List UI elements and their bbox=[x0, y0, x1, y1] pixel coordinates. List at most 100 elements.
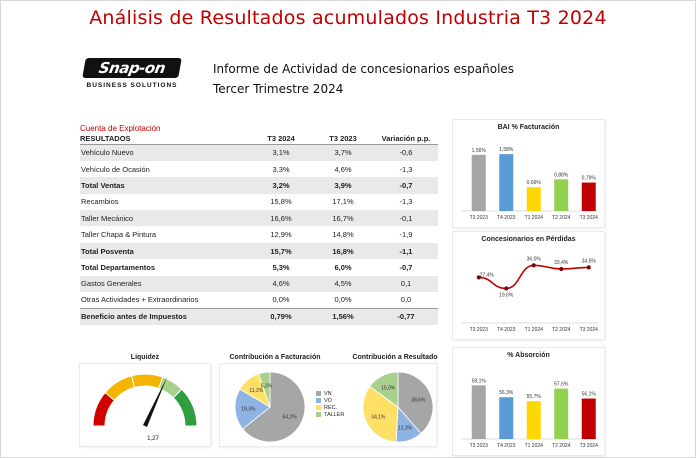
data-label: 58,1% bbox=[472, 378, 487, 384]
tick-label: T4 2023 bbox=[497, 215, 516, 221]
legend-item: TALLER bbox=[316, 411, 344, 418]
cell: 3,1% bbox=[250, 144, 312, 161]
pie-title-result: Contribución a Resultado bbox=[352, 354, 438, 361]
results-table-block: Cuenta de Explotación RESULTADOS T3 2024… bbox=[80, 124, 438, 325]
cell: 14,8% bbox=[332, 230, 354, 240]
losses-chart: 27,4% T3 2023 19,6% T4 2023 36,0% T1 2024 33,4… bbox=[461, 256, 599, 333]
cell: 3,9% bbox=[312, 177, 374, 194]
row-label: Taller Mecánico bbox=[80, 210, 250, 227]
cell: 3,3% bbox=[272, 164, 290, 174]
bar bbox=[554, 388, 569, 439]
chart-title: % Absorción bbox=[507, 352, 550, 359]
data-label: 36,0% bbox=[527, 256, 542, 262]
legend-item: REC. bbox=[316, 404, 344, 411]
tick-label: T3 2023 bbox=[470, 443, 489, 449]
column-header: Variación p.p. bbox=[374, 134, 438, 145]
bar bbox=[526, 401, 541, 439]
gauge-segment bbox=[130, 373, 164, 390]
column-header: RESULTADOS bbox=[80, 134, 250, 145]
row-label: Vehículo Nuevo bbox=[80, 144, 250, 161]
bar bbox=[554, 179, 569, 211]
cell: 0,0% bbox=[272, 295, 290, 305]
cell: 0,0 bbox=[400, 295, 412, 305]
row-label: Total Departamentos bbox=[81, 262, 156, 272]
cell: -0,6 bbox=[374, 144, 438, 161]
pie-slice bbox=[397, 371, 434, 434]
legend-label: TALLER bbox=[324, 411, 345, 418]
cell: 6,0% bbox=[334, 262, 352, 272]
tick-label: T2 2024 bbox=[552, 327, 571, 333]
bar bbox=[581, 398, 596, 439]
slice-label: 38,6% bbox=[411, 397, 426, 403]
bar bbox=[471, 385, 486, 439]
data-label: 0,88% bbox=[554, 172, 569, 178]
cell: 5,3% bbox=[272, 262, 290, 272]
slice-label: 64,2% bbox=[282, 414, 297, 420]
pie-legend: VN VO REC. TALLER bbox=[316, 390, 344, 418]
data-label: 57,6% bbox=[554, 382, 569, 388]
row-label: Total Posventa bbox=[80, 242, 250, 260]
losses-chart-panel: Concesionarios en Pérdidas 27,4% T3 2023 1… bbox=[453, 232, 604, 339]
table-row: Gastos Generales 4,6% 4,5% 0,1 bbox=[80, 275, 438, 293]
cell: -1,9 bbox=[399, 230, 413, 240]
table-row: Recambios 15,8% 17,1% -1,3 bbox=[80, 194, 438, 210]
row-label: Total Ventas bbox=[80, 177, 250, 194]
data-label: 19,6% bbox=[499, 292, 514, 298]
table-row: Vehículo Nuevo 3,1% 3,7% -0,6 bbox=[80, 144, 438, 161]
cell: -0,77 bbox=[374, 307, 438, 325]
tick-label: T3 2024 bbox=[580, 327, 599, 333]
data-label: 56,1% bbox=[582, 392, 597, 398]
logo-tagline: BUSINESS SOLUTIONS bbox=[86, 82, 178, 89]
table-row: Vehículo de Ocasión 3,3% 4,6% -1,3 bbox=[80, 161, 438, 177]
brand-logo: Snap-on BUSINESS SOLUTIONS bbox=[82, 58, 182, 89]
bar bbox=[471, 154, 486, 211]
slice-label: 12,3% bbox=[398, 426, 413, 432]
cell: 0,0% bbox=[334, 295, 352, 305]
table-header-row: RESULTADOS T3 2024 T3 2023 Variación p.p… bbox=[80, 134, 438, 145]
cell: 12,9% bbox=[270, 230, 292, 240]
cell: -1,1 bbox=[374, 242, 438, 260]
gauge-needle bbox=[142, 376, 168, 427]
table-caption: Cuenta de Explotación bbox=[80, 124, 161, 133]
chart-title: BAI % Facturación bbox=[497, 124, 560, 131]
tick-label: T4 2023 bbox=[497, 443, 516, 449]
tick-label: T2 2024 bbox=[552, 215, 571, 221]
cell: 16,7% bbox=[312, 210, 374, 227]
chart-title: Concesionarios en Pérdidas bbox=[481, 236, 576, 243]
pie-slice bbox=[234, 388, 271, 430]
tick-label: T1 2024 bbox=[525, 443, 544, 449]
contribution-panel: 64,2% 19,3% 11,2% 5,3% 38,6% 12,3% 34,1% 15,0% … bbox=[220, 364, 436, 446]
table-row: Total Departamentos 5,3% 6,0% -0,7 bbox=[80, 259, 438, 275]
cell: -0,7 bbox=[399, 262, 413, 272]
row-label: Recambios bbox=[81, 197, 119, 207]
legend-label: REC. bbox=[324, 404, 338, 411]
cell: 3,7% bbox=[312, 144, 374, 161]
gauge-segment bbox=[172, 388, 198, 427]
gauge-segment bbox=[104, 375, 136, 401]
table-row: Total Posventa 15,7% 16,8% -1,1 bbox=[80, 242, 438, 260]
absorption-chart-panel: % Absorción 58,1% T3 2023 56,3% T4 2023 55,7… bbox=[453, 348, 604, 455]
table-row: Otras Actividades + Extraordinarios 0,0% 0… bbox=[80, 292, 438, 308]
page-title: Análisis de Resultados acumulados Indust… bbox=[89, 7, 607, 29]
data-label: 34,5% bbox=[582, 258, 597, 264]
cell: 4,6% bbox=[250, 275, 312, 293]
data-label: 0,79% bbox=[582, 176, 597, 182]
logo-wordmark: Snap-on bbox=[82, 58, 182, 78]
row-label: Gastos Generales bbox=[80, 275, 250, 293]
legend-label: VO bbox=[324, 397, 332, 404]
table-row: Taller Chapa & Pintura 12,9% 14,8% -1,9 bbox=[80, 226, 438, 242]
data-point bbox=[504, 286, 509, 291]
tick-label: T3 2023 bbox=[470, 215, 489, 221]
report-subtitle: Informe de Actividad de concesionarios e… bbox=[213, 62, 515, 76]
data-point bbox=[476, 275, 481, 280]
tick-label: T2 2024 bbox=[552, 443, 571, 449]
series-line bbox=[478, 264, 589, 290]
tick-label: T3 2024 bbox=[580, 215, 599, 221]
gauge-value: 1,27 bbox=[147, 436, 159, 442]
liquidity-panel: 1,27 bbox=[80, 364, 210, 446]
column-header: T3 2023 bbox=[312, 134, 374, 145]
liquidity-gauge: 1,27 bbox=[92, 373, 198, 442]
data-point bbox=[531, 263, 536, 268]
data-label: 1,56% bbox=[472, 148, 487, 154]
bai-chart-panel: BAI % Facturación 1,56% T3 2023 1,58% T4 20… bbox=[453, 120, 604, 227]
